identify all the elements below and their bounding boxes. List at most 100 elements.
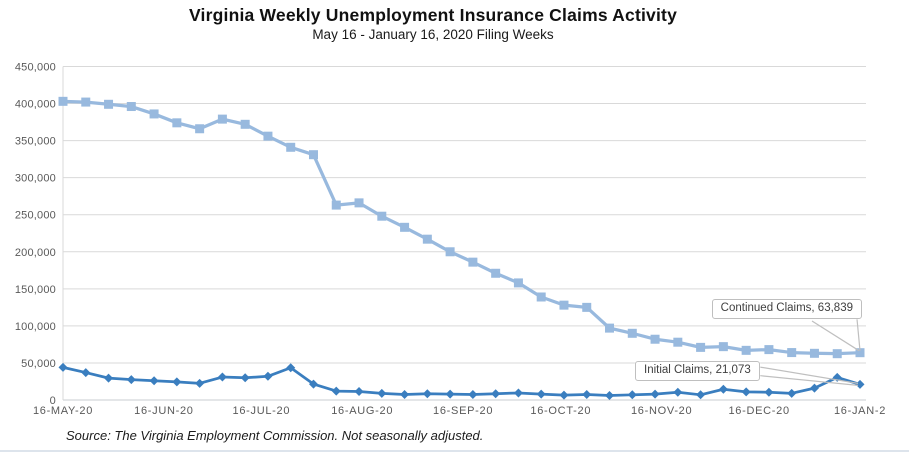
x-axis-label: 16-DEC-20 xyxy=(728,405,789,417)
initial-claims-marker xyxy=(400,389,410,399)
initial-claims-marker xyxy=(58,362,68,372)
continued-claims-marker xyxy=(172,118,182,128)
continued-claims-marker xyxy=(422,234,432,244)
continued-claims-marker xyxy=(718,342,728,352)
initial-claims-marker xyxy=(673,387,683,397)
initial-claims-marker xyxy=(536,389,546,399)
initial-claims-marker xyxy=(491,389,501,399)
initial-claims-marker xyxy=(445,389,455,399)
continued-claims-marker xyxy=(536,292,546,302)
initial-claims-marker xyxy=(582,389,592,399)
continued-claims-marker xyxy=(354,198,364,208)
continued-claims-marker xyxy=(195,124,205,134)
initial-claims-callout: Initial Claims, 21,073 xyxy=(635,361,760,381)
continued-claims-marker xyxy=(445,247,455,257)
continued-claims-marker xyxy=(650,334,660,344)
y-axis-label: 400,000 xyxy=(15,99,56,111)
y-axis-label: 150,000 xyxy=(15,284,56,296)
y-axis-label: 50,000 xyxy=(21,358,56,370)
chart-subtitle: May 16 - January 16, 2020 Filing Weeks xyxy=(312,27,554,42)
continued-claims-marker xyxy=(809,348,819,358)
initial-claims-marker xyxy=(855,379,865,389)
initial-claims-marker xyxy=(195,378,205,388)
y-axis-label: 350,000 xyxy=(15,136,56,148)
continued-claims-marker xyxy=(400,222,410,232)
continued-claims-marker xyxy=(787,348,797,358)
continued-claims-marker xyxy=(286,142,296,152)
continued-claims-marker xyxy=(81,97,91,107)
initial-claims-marker xyxy=(513,388,523,398)
initial-claims-marker xyxy=(172,377,182,387)
initial-claims-marker xyxy=(787,388,797,398)
initial-callout-leader xyxy=(753,365,859,384)
continued-claims-marker xyxy=(240,119,250,129)
continued-claims-marker xyxy=(149,109,159,119)
continued-claims-marker xyxy=(582,302,592,312)
continued-claims-marker xyxy=(855,348,865,358)
continued-claims-marker xyxy=(605,323,615,333)
continued-claims-marker xyxy=(104,99,114,109)
y-axis-label: 200,000 xyxy=(15,247,56,259)
initial-claims-marker xyxy=(81,368,91,378)
y-axis-label: 300,000 xyxy=(15,173,56,185)
initial-claims-marker xyxy=(468,389,478,399)
initial-claims-marker xyxy=(286,363,296,373)
y-axis-label: 250,000 xyxy=(15,210,56,222)
source-note: Source: The Virginia Employment Commissi… xyxy=(66,428,484,443)
continued-claims-marker xyxy=(331,200,341,210)
initial-claims-marker xyxy=(422,389,432,399)
x-axis-label: 16-NOV-20 xyxy=(631,405,692,417)
window-bottom-border xyxy=(0,450,909,452)
initial-claims-marker xyxy=(126,375,136,385)
initial-claims-marker xyxy=(149,376,159,386)
continued-claims-marker xyxy=(468,257,478,267)
initial-claims-marker xyxy=(104,373,114,383)
y-axis-label: 100,000 xyxy=(15,321,56,333)
continued-callout-leader xyxy=(811,320,860,352)
y-axis-label: 0 xyxy=(50,395,56,407)
continued-claims-marker xyxy=(741,345,751,355)
initial-claims-marker xyxy=(377,388,387,398)
initial-claims-marker xyxy=(331,386,341,396)
continued-callout-leader xyxy=(856,318,861,351)
initial-claims-marker xyxy=(718,384,728,394)
continued-claims-marker xyxy=(126,102,136,112)
initial-claims-marker xyxy=(308,379,318,389)
continued-claims-marker xyxy=(627,328,637,338)
x-axis-label: 16-OCT-20 xyxy=(530,405,591,417)
initial-claims-marker xyxy=(809,383,819,393)
x-axis-label: 16-JUN-20 xyxy=(134,405,194,417)
continued-claims-marker xyxy=(673,337,683,347)
initial-claims-marker xyxy=(217,372,227,382)
x-axis-label: 16-JUL-20 xyxy=(233,405,291,417)
continued-claims-marker xyxy=(832,349,842,359)
continued-claims-marker xyxy=(263,131,273,141)
x-axis-label: 16-MAY-20 xyxy=(33,405,93,417)
x-axis-label: 16-AUG-20 xyxy=(331,405,393,417)
initial-claims-marker xyxy=(559,390,569,400)
initial-claims-marker xyxy=(240,373,250,383)
continued-claims-marker xyxy=(491,268,501,278)
continued-claims-marker xyxy=(308,150,318,160)
continued-claims-marker xyxy=(58,96,68,106)
initial-claims-marker xyxy=(627,390,637,400)
initial-claims-marker xyxy=(650,389,660,399)
initial-claims-marker xyxy=(741,387,751,397)
initial-callout-leader xyxy=(753,374,859,386)
continued-claims-marker xyxy=(696,342,706,352)
x-axis-label: 16-JAN-2 xyxy=(834,405,886,417)
continued-claims-marker xyxy=(559,300,569,310)
continued-claims-marker xyxy=(513,278,523,288)
continued-claims-callout: Continued Claims, 63,839 xyxy=(711,299,862,319)
x-axis-label: 16-SEP-20 xyxy=(433,405,493,417)
initial-claims-marker xyxy=(263,371,273,381)
chart-title: Virginia Weekly Unemployment Insurance C… xyxy=(189,5,677,25)
continued-claims-marker xyxy=(764,345,774,355)
initial-claims-marker xyxy=(605,391,615,401)
y-axis-label: 450,000 xyxy=(15,62,56,74)
continued-claims-marker xyxy=(377,211,387,221)
initial-claims-marker xyxy=(354,386,364,396)
continued-claims-marker xyxy=(217,114,227,124)
